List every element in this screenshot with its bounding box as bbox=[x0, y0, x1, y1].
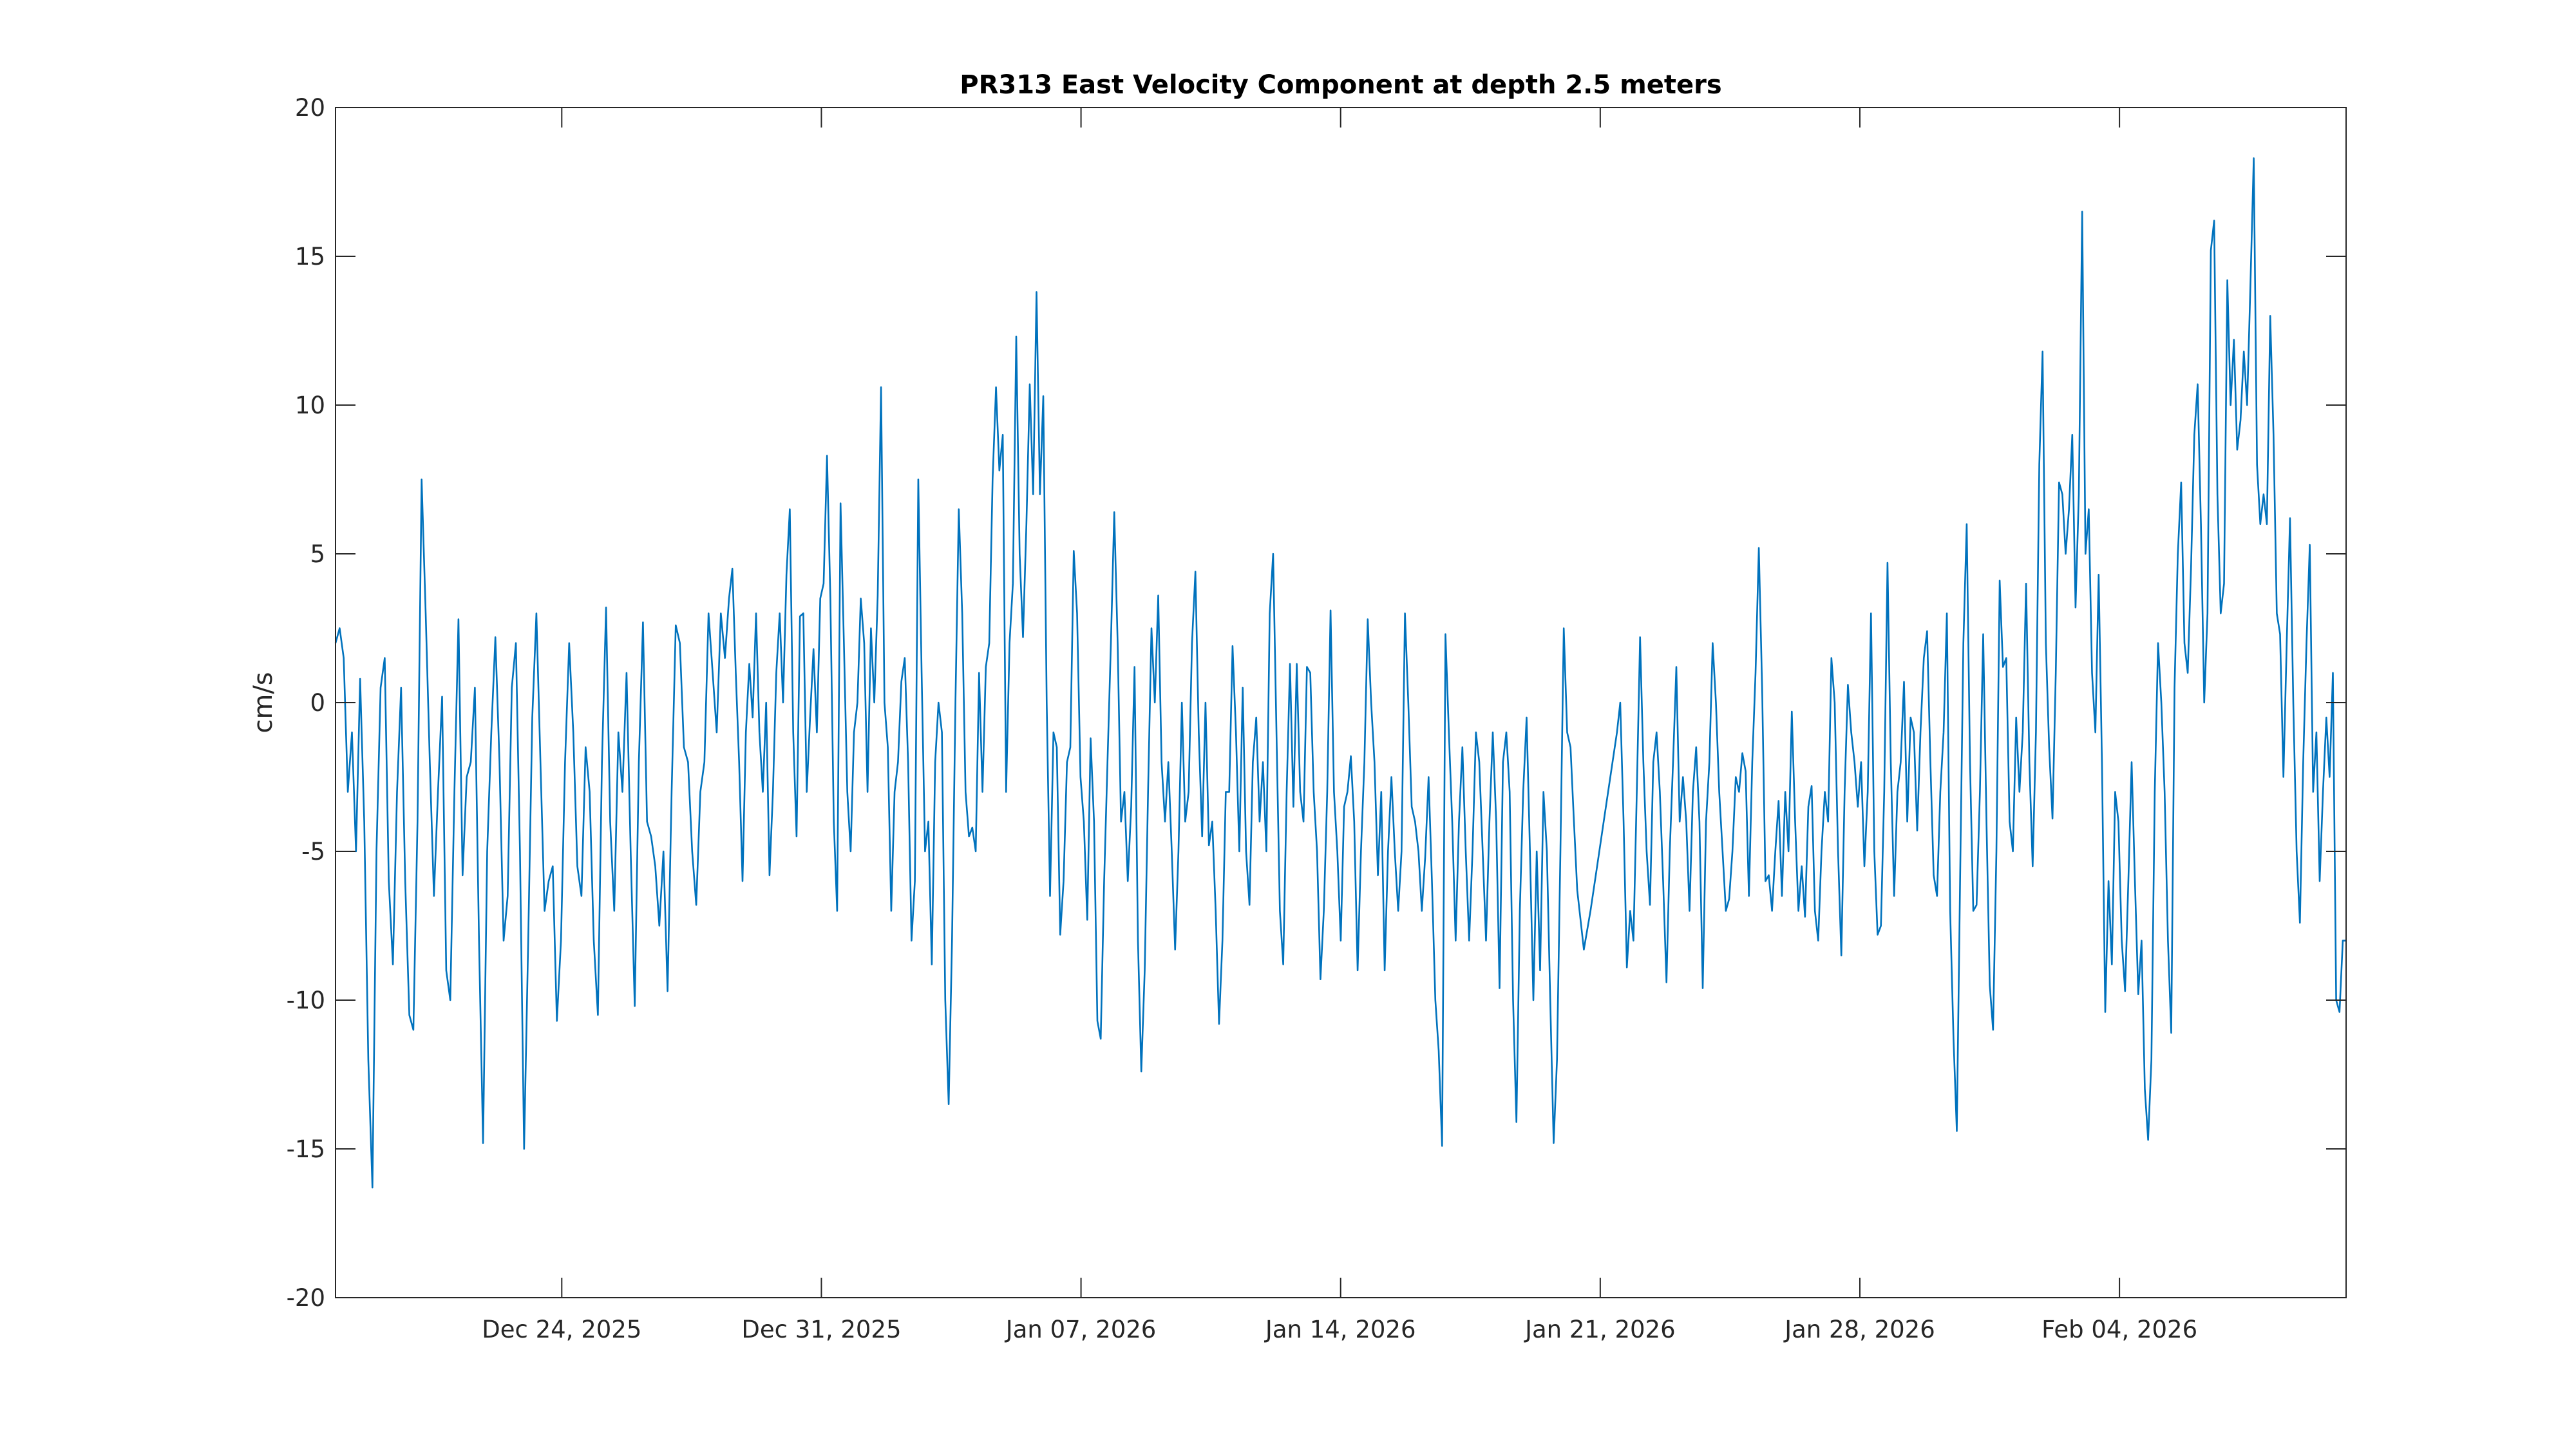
plot-area bbox=[334, 157, 2346, 1189]
x-tick-label: Jan 14, 2026 bbox=[1264, 1316, 1416, 1343]
y-tick-label: 10 bbox=[295, 392, 325, 419]
y-tick-label: -20 bbox=[287, 1284, 325, 1312]
y-tick-label: -10 bbox=[287, 987, 325, 1014]
x-tick-label: Dec 24, 2025 bbox=[482, 1316, 641, 1343]
series-line-east-velocity bbox=[334, 157, 2346, 1189]
y-tick-label: 0 bbox=[310, 689, 325, 717]
y-tick-label: -5 bbox=[301, 838, 325, 866]
x-tick-label: Dec 31, 2025 bbox=[741, 1316, 901, 1343]
x-tick-label: Jan 21, 2026 bbox=[1524, 1316, 1676, 1343]
y-tick-label: 20 bbox=[295, 94, 325, 122]
chart-title: PR313 East Velocity Component at depth 2… bbox=[960, 70, 1721, 100]
x-tick-label: Jan 07, 2026 bbox=[1005, 1316, 1157, 1343]
y-tick-label: 15 bbox=[295, 243, 325, 270]
y-tick-label: 5 bbox=[310, 540, 325, 568]
axes-box bbox=[335, 107, 2347, 1298]
y-axis-label: cm/s bbox=[249, 672, 278, 733]
x-tick-label: Feb 04, 2026 bbox=[2041, 1316, 2197, 1343]
axis-ticks: Dec 24, 2025 Dec 31, 2025 Jan 07, 2026 Jan … bbox=[287, 94, 2346, 1343]
y-tick-label: -15 bbox=[287, 1135, 325, 1163]
x-tick-label: Jan 28, 2026 bbox=[1783, 1316, 1935, 1343]
